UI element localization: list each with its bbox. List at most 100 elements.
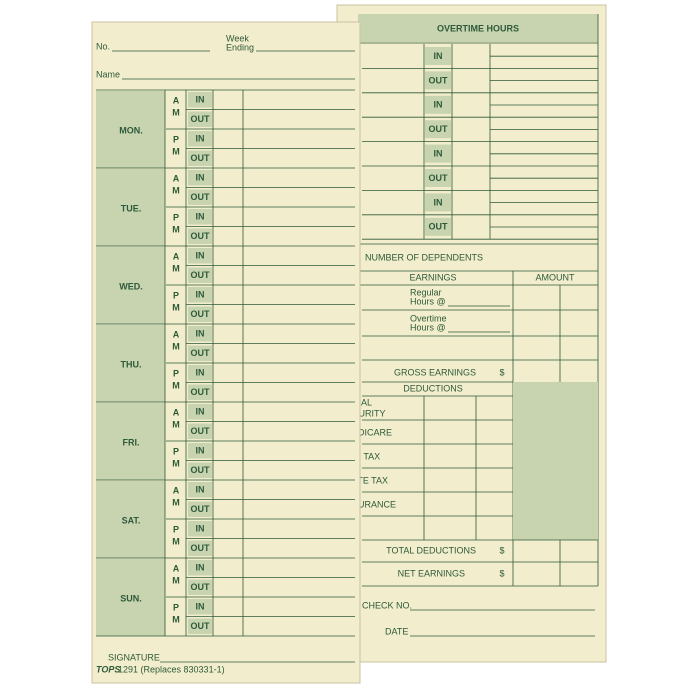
slot-box: [425, 193, 451, 212]
label: CIAL: [352, 397, 372, 407]
slot-box: [188, 560, 212, 576]
label: No.: [96, 41, 110, 51]
day-box: [96, 169, 165, 246]
label: IN: [196, 368, 205, 378]
slot-box: [188, 189, 212, 205]
label: M: [172, 302, 180, 312]
label: OUT: [191, 270, 211, 280]
label: OUT: [191, 582, 211, 592]
label: OUT: [191, 192, 211, 202]
label: AMOUNT: [536, 272, 575, 282]
label: Name: [96, 69, 120, 79]
slot-box: [188, 248, 212, 264]
label: OUT: [191, 621, 211, 631]
label: OUT: [429, 222, 449, 232]
label: M: [172, 575, 180, 585]
label: A: [173, 329, 180, 339]
label: D. TAX: [352, 451, 380, 461]
label: DATE: [385, 626, 408, 636]
slot-box: [425, 217, 451, 236]
slot-box: [188, 443, 212, 459]
label: IN: [196, 485, 205, 495]
slot-box: [188, 131, 212, 147]
slot-box: [188, 365, 212, 381]
slot-box: [188, 209, 212, 225]
slot-box: [188, 599, 212, 615]
label: Overtime: [410, 313, 447, 323]
slot-box: [425, 71, 451, 90]
label: M: [172, 146, 180, 156]
label: IN: [196, 290, 205, 300]
slot-box: [188, 150, 212, 166]
label: OUT: [191, 309, 211, 319]
shaded-box: [513, 382, 598, 540]
label: M: [172, 536, 180, 546]
label: WED.: [119, 281, 143, 291]
label: IN: [196, 173, 205, 183]
label: EDICARE: [352, 427, 392, 437]
slot-box: [188, 579, 212, 595]
label: P: [173, 290, 179, 300]
label: OUT: [191, 387, 211, 397]
label: P: [173, 524, 179, 534]
label: SIGNATURE: [108, 652, 160, 662]
label: $: [499, 545, 504, 555]
label: Ending: [226, 42, 254, 52]
label: IN: [196, 95, 205, 105]
label: IN: [434, 148, 443, 158]
slot-box: [188, 423, 212, 439]
label: M: [172, 185, 180, 195]
slot-box: [425, 144, 451, 163]
day-box: [96, 247, 165, 324]
label: IN: [196, 524, 205, 534]
label: IN: [434, 100, 443, 110]
label: EARNINGS: [409, 272, 456, 282]
slot-box: [188, 462, 212, 478]
label: A: [173, 251, 180, 261]
title-box: [358, 14, 598, 42]
day-box: [96, 325, 165, 402]
slot-box: [425, 47, 451, 65]
label: IN: [434, 51, 443, 61]
label: Hours @: [410, 322, 446, 332]
back-card: [336, 4, 607, 663]
day-box: [96, 481, 165, 558]
slot-box: [188, 404, 212, 420]
label: 1291 (Replaces 830331-1): [118, 664, 225, 674]
label: OUT: [191, 465, 211, 475]
label: OUT: [429, 173, 449, 183]
slot-box: [425, 169, 451, 187]
label: OUT: [191, 348, 211, 358]
label: A: [173, 173, 180, 183]
slot-box: [188, 501, 212, 517]
label: M: [172, 497, 180, 507]
label: M: [172, 263, 180, 273]
label: OVERTIME HOURS: [437, 23, 519, 33]
label: $: [499, 367, 504, 377]
label: M: [172, 614, 180, 624]
label: SUN.: [120, 593, 142, 603]
label: OUT: [191, 426, 211, 436]
label: M: [172, 380, 180, 390]
label: A: [173, 95, 180, 105]
slot-box: [188, 92, 212, 108]
label: GROSS EARNINGS: [394, 367, 476, 377]
label: Regular: [410, 287, 442, 297]
label: Hours @: [410, 296, 446, 306]
slot-box: [188, 228, 212, 244]
label: SAT.: [122, 515, 141, 525]
label: IN: [196, 251, 205, 261]
slot-box: [425, 120, 451, 139]
label: MON.: [119, 125, 143, 135]
slot-box: [188, 287, 212, 303]
label: THU.: [121, 359, 142, 369]
slot-box: [188, 306, 212, 322]
label: CHECK NO.: [362, 600, 412, 610]
label: IN: [434, 197, 443, 207]
label: OUT: [191, 231, 211, 241]
label: ATE TAX: [352, 475, 388, 485]
label: TOPS: [96, 664, 120, 674]
label: IN: [196, 329, 205, 339]
label: DEDUCTIONS: [403, 383, 463, 393]
